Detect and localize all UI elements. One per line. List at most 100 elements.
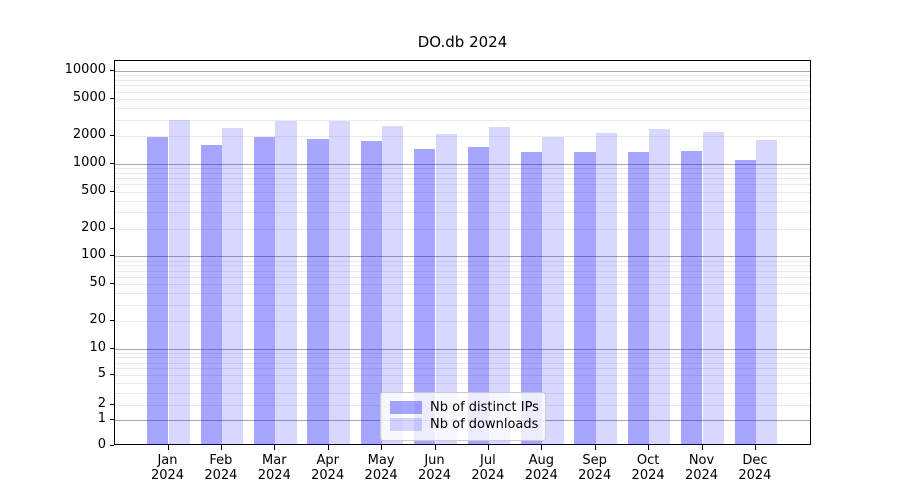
bar-apr-downloads	[328, 121, 351, 445]
minor-gridline	[115, 167, 810, 169]
minor-gridline	[115, 293, 810, 295]
legend-swatch-distinct-ips	[390, 401, 422, 414]
chart-title: DO.db 2024	[417, 33, 508, 51]
legend-label-downloads: Nb of downloads	[430, 417, 539, 432]
bar-jun-downloads	[435, 134, 457, 445]
x-tick-mark	[487, 445, 489, 450]
minor-gridline	[115, 352, 810, 354]
y-tick-mark	[110, 404, 114, 406]
legend-row: Nb of distinct IPs	[390, 400, 539, 415]
bar-feb-distinct-ips	[200, 145, 222, 445]
minor-gridline	[115, 119, 810, 121]
x-tick-mark	[381, 445, 383, 450]
x-tick-label-sep: Sep 2024	[578, 453, 612, 483]
minor-gridline	[115, 91, 810, 93]
bar-apr-distinct-ips	[307, 139, 329, 445]
minor-gridline	[115, 191, 810, 193]
x-tick-mark	[754, 445, 756, 450]
bar-sep-downloads	[595, 133, 618, 445]
minor-gridline	[115, 276, 810, 278]
y-tick-mark	[110, 190, 114, 192]
x-tick-label-nov: Nov 2024	[684, 453, 719, 483]
bar-jul-distinct-ips	[467, 146, 489, 445]
y-tick-label: 500	[81, 182, 106, 198]
bar-feb-downloads	[221, 128, 244, 445]
x-tick-label-may: May 2024	[364, 453, 398, 483]
y-tick-mark	[110, 374, 114, 376]
x-tick-mark	[220, 445, 222, 450]
x-tick-label-aug: Aug 2024	[524, 453, 558, 483]
major-gridline	[115, 163, 810, 165]
bar-nov-distinct-ips	[681, 151, 703, 445]
x-tick-mark	[167, 445, 169, 450]
minor-gridline	[115, 135, 810, 137]
y-tick-label: 5000	[72, 89, 106, 105]
x-tick-mark	[648, 445, 650, 450]
bar-may-downloads	[382, 126, 404, 445]
y-tick-label: 100	[81, 247, 106, 263]
y-tick-label: 2000	[72, 126, 106, 142]
minor-gridline	[115, 98, 810, 100]
minor-gridline	[115, 80, 810, 81]
y-tick-mark	[110, 320, 114, 322]
x-tick-label-apr: Apr 2024	[311, 453, 345, 483]
y-tick-mark	[110, 445, 114, 446]
major-gridline	[115, 348, 810, 350]
y-tick-mark	[110, 97, 114, 99]
minor-gridline	[115, 85, 810, 87]
minor-gridline	[115, 184, 810, 186]
minor-gridline	[115, 368, 810, 370]
x-tick-mark	[541, 445, 543, 450]
major-gridline	[115, 256, 810, 258]
minor-gridline	[115, 265, 810, 267]
bar-nov-downloads	[702, 131, 724, 445]
x-tick-label-oct: Oct 2024	[631, 453, 665, 483]
y-tick-label: 1000	[72, 154, 106, 170]
x-tick-label-jan: Jan 2024	[150, 453, 185, 483]
minor-gridline	[115, 375, 810, 377]
major-gridline	[115, 71, 810, 73]
y-tick-mark	[110, 283, 114, 285]
minor-gridline	[115, 383, 810, 385]
minor-gridline	[115, 362, 810, 364]
minor-gridline	[115, 260, 810, 262]
x-tick-mark	[274, 445, 276, 450]
minor-gridline	[115, 304, 810, 306]
plot-area	[114, 60, 811, 445]
bar-jan-downloads	[168, 120, 190, 445]
minor-gridline	[115, 228, 810, 230]
y-tick-label: 10	[89, 339, 106, 355]
bar-aug-downloads	[542, 137, 564, 445]
x-tick-mark	[701, 445, 703, 450]
bar-jun-distinct-ips	[414, 149, 436, 445]
x-tick-mark	[327, 445, 329, 450]
minor-gridline	[115, 178, 810, 180]
y-tick-label: 0	[97, 437, 106, 452]
y-tick-label: 200	[81, 219, 106, 235]
minor-gridline	[115, 172, 810, 174]
legend-swatch-downloads	[390, 418, 422, 431]
x-tick-label-dec: Dec 2024	[738, 453, 772, 483]
bar-jul-downloads	[488, 127, 511, 445]
y-tick-mark	[110, 227, 114, 229]
x-tick-label-feb: Feb 2024	[204, 453, 238, 483]
y-tick-mark	[110, 347, 114, 349]
bar-mar-distinct-ips	[253, 137, 276, 445]
y-tick-mark	[110, 162, 114, 164]
x-tick-label-jun: Jun 2024	[417, 453, 452, 483]
y-tick-label: 10000	[64, 62, 106, 78]
y-tick-mark	[110, 419, 114, 421]
legend: Nb of distinct IPs Nb of downloads	[380, 392, 546, 441]
y-tick-label: 1	[97, 411, 106, 427]
bar-dec-downloads	[755, 139, 778, 445]
y-tick-mark	[110, 134, 114, 136]
y-tick-label: 2	[97, 396, 106, 412]
bar-oct-distinct-ips	[627, 151, 650, 445]
y-tick-mark	[110, 255, 114, 257]
minor-gridline	[115, 357, 810, 359]
bar-mar-downloads	[275, 120, 297, 445]
x-tick-label-jul: Jul 2024	[471, 453, 505, 483]
bar-dec-distinct-ips	[734, 159, 756, 445]
bar-jan-distinct-ips	[147, 137, 169, 445]
